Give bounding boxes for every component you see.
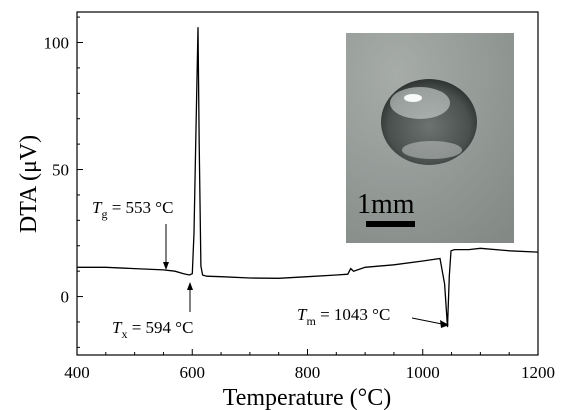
annotation-tx-arrowhead — [187, 282, 193, 290]
y-axis-ticks: 0 50 100 — [44, 16, 83, 348]
x-tick-label: 600 — [180, 363, 206, 382]
sphere-reflection — [390, 87, 450, 119]
x-axis-title: Temperature (°C) — [223, 385, 392, 410]
annotation-tg-label: Tg = 553 °C — [92, 198, 173, 221]
dta-curve — [77, 27, 539, 328]
x-axis-ticks: 400 600 800 1000 1200 — [64, 349, 555, 382]
scale-bar — [366, 221, 415, 227]
y-tick-label: 100 — [44, 33, 70, 52]
annotation-tm-arrow — [411, 317, 443, 325]
inset-photo: 1mm — [346, 33, 514, 243]
sphere-highlight — [404, 94, 422, 102]
sphere-lower-glint — [402, 141, 462, 159]
y-tick-label: 50 — [52, 161, 69, 180]
x-tick-label: 800 — [295, 363, 321, 382]
x-tick-label: 400 — [64, 363, 90, 382]
y-axis-title: DTA (μV) — [16, 135, 42, 233]
scale-label: 1mm — [357, 189, 415, 220]
annotation-tx-label: Tx = 594 °C — [112, 318, 193, 341]
x-tick-label: 1200 — [521, 363, 555, 382]
annotation-tm-label: Tm = 1043 °C — [297, 305, 390, 328]
y-tick-label: 0 — [61, 288, 70, 307]
annotation-tx: Tx = 594 °C — [112, 282, 193, 341]
annotation-tg-arrowhead — [163, 262, 169, 270]
x-tick-label: 1000 — [406, 363, 440, 382]
annotation-tg: Tg = 553 °C — [92, 198, 173, 270]
annotation-tm-arrowhead — [440, 320, 449, 328]
annotation-tm: Tm = 1043 °C — [297, 305, 449, 328]
